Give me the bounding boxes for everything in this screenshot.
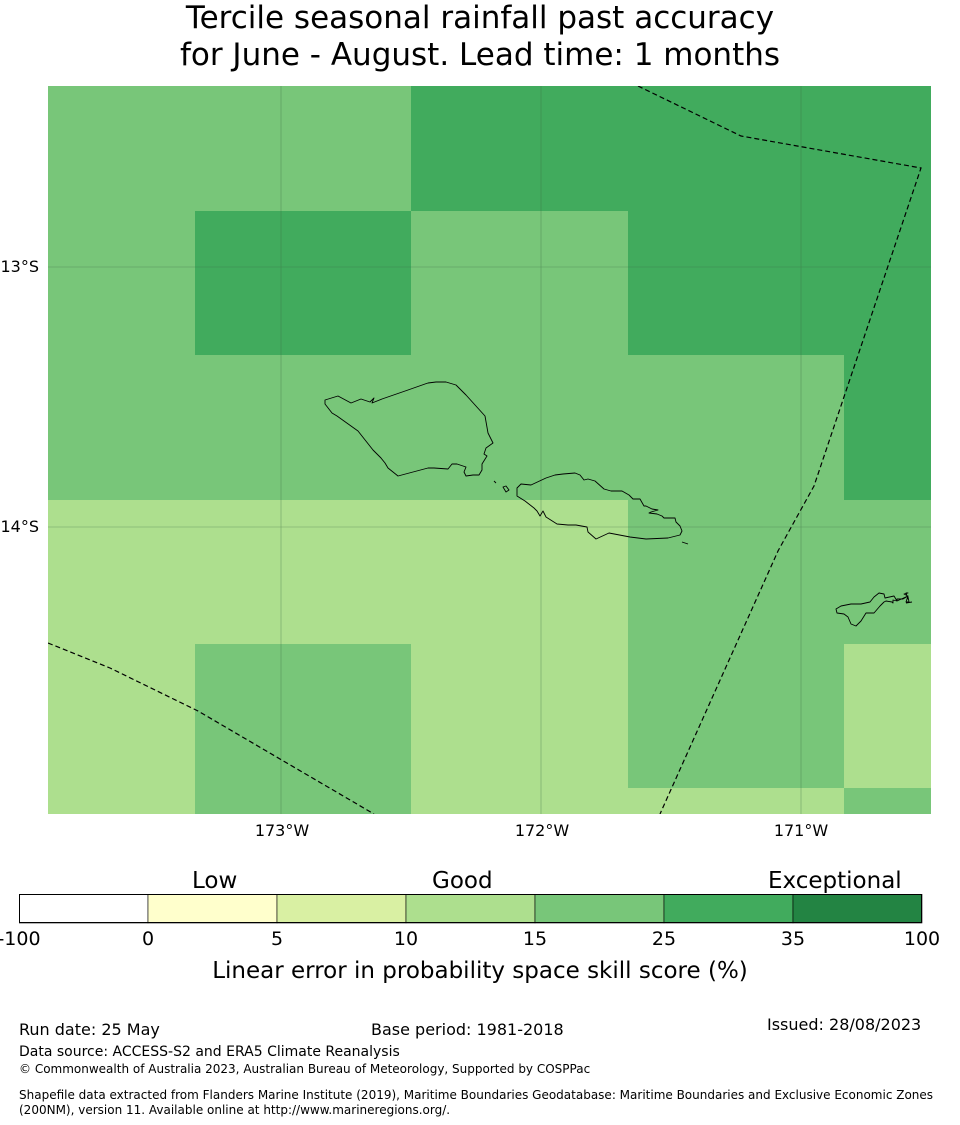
savaii-island xyxy=(324,381,494,477)
colorbar-outline xyxy=(19,894,922,923)
map-cell xyxy=(48,788,195,814)
aunuu-islet xyxy=(905,601,913,604)
colorbar-tick-label: 100 xyxy=(903,928,941,950)
manono-island xyxy=(502,485,510,493)
chart-title: Tercile seasonal rainfall past accuracy … xyxy=(0,0,960,74)
map-cell xyxy=(48,500,628,644)
colorbar-tick-label: 0 xyxy=(141,928,155,950)
upolu-east-islet xyxy=(681,541,689,545)
copyright-notice: © Commonwealth of Australia 2023, Austra… xyxy=(19,1062,591,1076)
tutuila-island xyxy=(835,592,910,627)
base-period: Base period: 1981-2018 xyxy=(371,1020,564,1039)
map-cell xyxy=(48,644,195,788)
map-cell xyxy=(844,355,931,500)
shapefile-credit-line-1: Shapefile data extracted from Flanders M… xyxy=(19,1088,934,1102)
category-label-low: Low xyxy=(192,868,238,894)
skill-map xyxy=(48,86,931,814)
colorbar-axis-label: Linear error in probability space skill … xyxy=(212,958,748,984)
map-cell xyxy=(411,211,628,355)
colorbar-segment xyxy=(147,894,278,924)
map-cell xyxy=(628,644,844,788)
skill-colorbar xyxy=(19,894,923,924)
upolu-island xyxy=(516,472,683,540)
map-cell xyxy=(844,644,931,788)
lon-label-172w: 172°W xyxy=(514,821,570,840)
category-label-good: Good xyxy=(432,868,493,894)
colorbar-tick-label: -100 xyxy=(0,928,41,950)
run-date: Run date: 25 May xyxy=(19,1020,160,1039)
lon-label-173w: 173°W xyxy=(254,821,310,840)
map-cell xyxy=(628,211,931,355)
issued-date: Issued: 28/08/2023 xyxy=(767,1015,922,1034)
map-cell xyxy=(844,788,931,814)
lat-label-14s: 14°S xyxy=(0,517,39,536)
colorbar-tick-label: 25 xyxy=(651,928,677,950)
category-label-exceptional: Exceptional xyxy=(768,868,902,894)
colorbar-tick-label: 10 xyxy=(393,928,419,950)
eez-boundary-southwest xyxy=(48,642,375,814)
lon-label-171w: 171°W xyxy=(773,821,829,840)
map-cell xyxy=(48,86,411,211)
lat-label-13s: 13°S xyxy=(0,257,39,276)
colorbar-segment xyxy=(792,894,923,924)
skill-grid-cells xyxy=(48,86,931,814)
map-cell xyxy=(411,644,628,788)
map-cell xyxy=(48,355,844,500)
map-cell xyxy=(48,211,195,355)
title-line-1: Tercile seasonal rainfall past accuracy xyxy=(185,0,775,36)
eez-boundaries xyxy=(48,86,922,814)
data-source: Data source: ACCESS-S2 and ERA5 Climate … xyxy=(19,1044,400,1060)
map-cell xyxy=(195,211,411,355)
map-cell xyxy=(411,788,844,814)
eez-boundary-north xyxy=(637,86,922,814)
colorbar-segment xyxy=(405,894,536,924)
map-cell xyxy=(411,86,931,211)
graticule xyxy=(48,86,931,814)
shapefile-credit-line-2: (200NM), version 11. Available online at… xyxy=(19,1103,451,1117)
colorbar-segment xyxy=(276,894,407,924)
colorbar-segment xyxy=(534,894,665,924)
map-cell xyxy=(195,788,411,814)
map-cell xyxy=(195,644,411,788)
colorbar-segment xyxy=(19,894,149,924)
coastlines xyxy=(324,381,913,627)
colorbar-tick-label: 15 xyxy=(522,928,548,950)
map-cell xyxy=(628,500,931,644)
colorbar-tick-label: 5 xyxy=(270,928,284,950)
title-line-2: for June - August. Lead time: 1 months xyxy=(179,37,781,73)
colorbar-tick-label: 35 xyxy=(780,928,806,950)
apolima-islet xyxy=(493,480,497,484)
colorbar-segment xyxy=(663,894,794,924)
